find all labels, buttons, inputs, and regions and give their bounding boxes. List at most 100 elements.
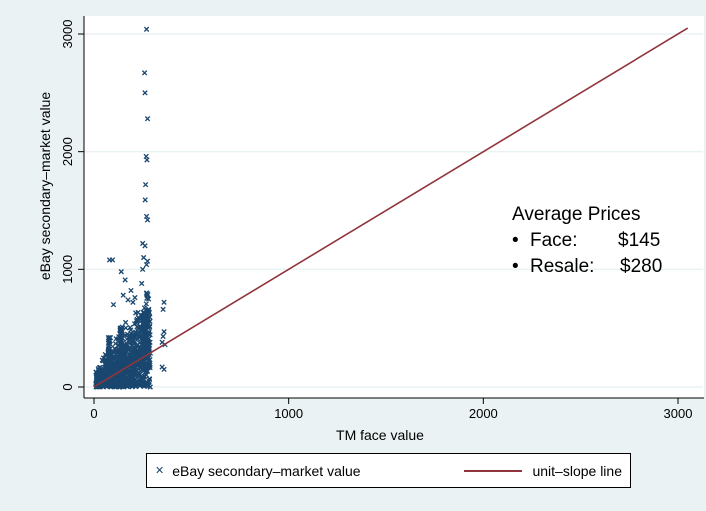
scatter-point <box>139 280 145 287</box>
scatter-point <box>133 364 139 370</box>
face-value: $145 <box>618 230 661 251</box>
scatter-point <box>123 350 129 356</box>
x-ticks: 0 1000 2000 3000 <box>90 398 692 421</box>
scatter-point <box>143 213 150 220</box>
resale-value: $280 <box>620 256 663 277</box>
scatter-point <box>107 346 113 352</box>
y-tick-label: 0 <box>60 383 75 390</box>
scatter-point <box>100 358 106 364</box>
scatter-point <box>106 338 112 345</box>
scatter-point <box>144 116 151 122</box>
x-tick-label: 1000 <box>274 406 303 421</box>
scatter-point <box>160 306 166 312</box>
scatter-point <box>145 383 152 389</box>
legend-item-line: unit–slope line <box>464 463 622 479</box>
scatter-point <box>128 381 135 387</box>
scatter-point <box>129 342 135 348</box>
scatter-point <box>128 327 134 333</box>
scatter-point <box>143 301 149 307</box>
legend-label-line: unit–slope line <box>532 462 622 479</box>
scatter-point <box>118 381 124 387</box>
y-ticks: 0 1000 2000 3000 <box>60 20 84 391</box>
scatter-point <box>146 306 152 312</box>
scatter-point <box>135 380 141 386</box>
scatter-point <box>161 329 167 335</box>
scatter-point <box>122 319 129 326</box>
scatter-point <box>144 314 151 320</box>
scatter-point <box>110 301 117 308</box>
scatter-point <box>139 381 145 388</box>
x-tick-label: 2000 <box>469 406 498 421</box>
scatter-point <box>106 379 112 385</box>
scatter-point <box>130 299 136 305</box>
plot-area <box>84 16 704 398</box>
scatter-point <box>143 361 149 367</box>
scatter-point <box>141 70 148 76</box>
scatter-point <box>117 376 124 382</box>
scatter-point <box>124 331 131 337</box>
scatter-point <box>129 378 136 384</box>
scatter-point <box>143 26 150 32</box>
scatter-point <box>144 217 151 223</box>
scatter-point <box>133 310 139 316</box>
scatter-point <box>144 334 151 340</box>
x-axis-label: TM face value <box>336 427 424 443</box>
scatter-point <box>142 243 148 249</box>
annotation-row-resale: • Resale: $280 <box>512 254 662 280</box>
x-marker-icon: ✕ <box>155 465 165 477</box>
scatter-point <box>108 382 114 389</box>
scatter-point <box>142 90 148 96</box>
scatter-point <box>161 299 167 305</box>
scatter-point <box>140 254 147 261</box>
scatter-point <box>132 368 139 374</box>
face-label: Face: <box>530 230 578 251</box>
scatter-point <box>144 345 151 351</box>
scatter-point <box>133 320 139 326</box>
scatter-point <box>126 338 132 344</box>
scatter-point <box>144 157 150 163</box>
scatter-point <box>112 340 119 347</box>
legend-label-scatter: eBay secondary–market value <box>172 462 361 479</box>
scatter-point <box>123 325 129 331</box>
scatter-point <box>122 277 128 283</box>
scatter-point <box>119 340 125 347</box>
grid-lines <box>85 33 703 388</box>
scatter-point <box>117 356 123 363</box>
scatter-point <box>141 305 148 311</box>
annotation-row-face: • Face: $145 <box>512 228 662 254</box>
y-tick-label: 1000 <box>60 255 75 284</box>
scatter-point <box>146 331 152 337</box>
scatter-point <box>117 326 124 332</box>
legend-item-scatter: ✕ eBay secondary–market value <box>155 463 361 479</box>
scatter-point <box>143 261 150 268</box>
average-prices-annotation: Average Prices • Face: $145 • Resale: $2… <box>512 202 662 280</box>
scatter-point <box>144 258 151 264</box>
x-tick-label: 3000 <box>664 406 693 421</box>
scatter-point <box>125 297 131 303</box>
scatter-point <box>140 266 146 272</box>
scatter-point <box>108 354 114 360</box>
resale-label: Resale: <box>530 256 595 277</box>
scatter-point <box>143 324 149 330</box>
y-axis-label: eBay secondary–market value <box>37 92 53 281</box>
scatter-point <box>98 374 105 381</box>
unit-slope-line <box>93 27 689 388</box>
line-swatch-icon <box>464 469 523 472</box>
scatter-point <box>130 338 136 344</box>
scatter-point <box>130 357 137 363</box>
x-tick-label: 0 <box>90 406 97 421</box>
scatter-point <box>113 336 119 342</box>
scatter-point <box>109 257 116 263</box>
scatter-point <box>96 371 103 377</box>
bullet: • <box>512 256 519 277</box>
scatter-point <box>105 367 112 374</box>
scatter-point <box>131 331 138 337</box>
scatter-point <box>144 291 150 297</box>
scatter-point <box>106 357 113 363</box>
scatter-point <box>142 181 149 188</box>
y-tick-label: 2000 <box>60 137 75 166</box>
scatter-point <box>105 334 112 341</box>
scatter-point <box>119 330 125 336</box>
scatter-point <box>112 362 119 368</box>
